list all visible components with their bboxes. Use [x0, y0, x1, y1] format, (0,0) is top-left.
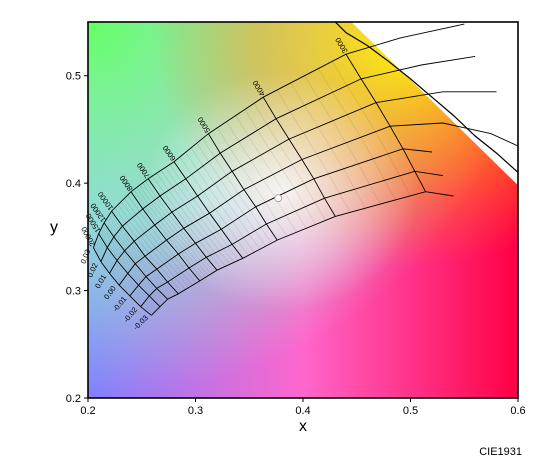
cct-line — [93, 247, 152, 316]
y-axis-title: y — [50, 219, 58, 236]
y-axis: 0.2 0.3 0.4 0.5 — [66, 71, 88, 405]
cct-line — [130, 191, 201, 282]
cct-line — [111, 210, 179, 295]
cct-line — [147, 178, 218, 271]
y-tick-label: 0.4 — [66, 178, 81, 190]
x-tick-label: 0.5 — [403, 405, 418, 417]
cct-line — [98, 233, 161, 308]
cct-line — [103, 222, 168, 300]
y-tick-label: 0.3 — [66, 286, 81, 298]
cct-line — [173, 161, 244, 259]
cct-line — [345, 53, 426, 192]
spectral-locus-cutoff — [351, 22, 518, 186]
plot-area — [88, 22, 518, 398]
x-tick-label: 0.6 — [510, 405, 525, 417]
y-tick-label: 0.2 — [66, 393, 81, 405]
cct-lines — [93, 53, 426, 316]
x-tick-label: 0.3 — [188, 405, 203, 417]
y-tick-label: 0.5 — [66, 71, 81, 83]
cct-line — [262, 96, 336, 217]
x-axis-title: x — [299, 418, 307, 435]
duv-line — [100, 55, 476, 262]
x-tick-label: 0.4 — [295, 405, 310, 417]
x-axis: 0.2 0.3 0.4 0.5 0.6 — [80, 398, 526, 417]
diagram-caption: CIE1931 — [479, 446, 522, 458]
x-tick-label: 0.2 — [80, 405, 95, 417]
cct-line — [208, 133, 278, 241]
white-point-marker — [274, 194, 283, 203]
planckian-locus — [334, 22, 518, 173]
duv-line — [92, 23, 465, 248]
duv-line — [109, 91, 497, 274]
